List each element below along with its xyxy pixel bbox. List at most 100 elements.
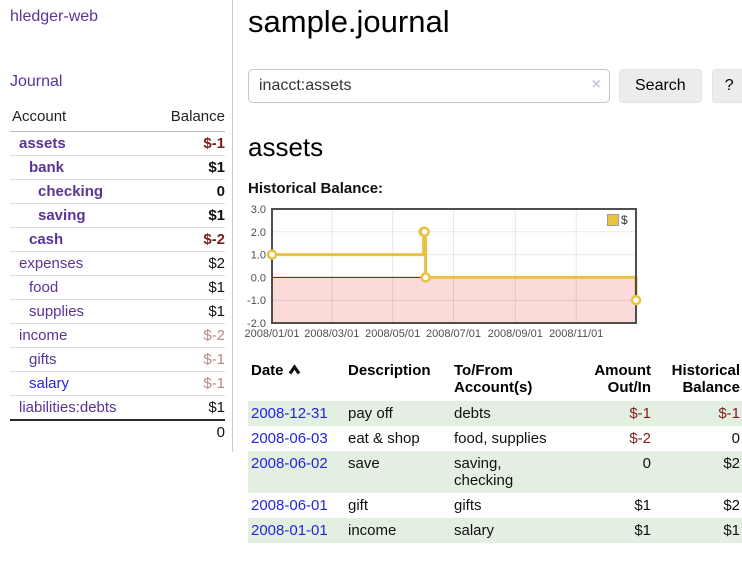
sidebar-nav: Journal bbox=[10, 73, 225, 91]
transactions-table: Date Description To/From Account(s) Amou… bbox=[248, 362, 742, 543]
chart-area: 3.0 2.0 1.0 0.0 -1.0 -2.0 2008/01/01 2008/03/01… bbox=[244, 204, 648, 342]
account-row: income $-2 bbox=[10, 323, 225, 348]
transaction-row: 2008-06-01 gift gifts $1 $2 bbox=[248, 493, 742, 518]
account-balance: $1 bbox=[150, 275, 225, 300]
transaction-balance: $2 bbox=[723, 455, 740, 472]
svg-text:2.0: 2.0 bbox=[251, 227, 266, 239]
svg-text:2008/01/01: 2008/01/01 bbox=[244, 328, 299, 340]
app-title-link[interactable]: hledger-web bbox=[10, 8, 99, 25]
transaction-amount: $-2 bbox=[629, 430, 651, 447]
help-button[interactable]: ? bbox=[711, 69, 742, 103]
account-row: gifts $-1 bbox=[10, 347, 225, 372]
account-link[interactable]: gifts bbox=[29, 351, 57, 368]
svg-text:2008/09/01: 2008/09/01 bbox=[488, 328, 543, 340]
account-link[interactable]: income bbox=[19, 327, 68, 344]
transaction-row: 2008-12-31 pay off debts $-1 $-1 bbox=[248, 401, 742, 426]
svg-text:-1.0: -1.0 bbox=[247, 295, 266, 307]
account-link[interactable]: saving bbox=[38, 207, 86, 224]
account-link[interactable]: salary bbox=[29, 375, 70, 392]
transaction-description: save bbox=[348, 455, 380, 472]
account-balance: $-2 bbox=[150, 323, 225, 348]
accounts-col-balance: Balance bbox=[150, 106, 225, 132]
account-row: bank $1 bbox=[10, 155, 225, 180]
data-point bbox=[419, 226, 430, 238]
transaction-amount: $1 bbox=[634, 497, 651, 514]
search-button[interactable]: Search bbox=[619, 69, 702, 103]
col-description: Description bbox=[348, 362, 431, 379]
account-row: assets $-1 bbox=[10, 131, 225, 156]
transaction-balance: $-1 bbox=[718, 405, 740, 422]
accounts-table: Account Balance assets $-1 bank $1 checking 0… bbox=[10, 106, 225, 444]
legend-swatch-icon bbox=[607, 214, 619, 226]
svg-text:2008/11/01: 2008/11/01 bbox=[549, 328, 603, 340]
accounts-col-account: Account bbox=[10, 106, 151, 132]
col-accounts: To/From Account(s) bbox=[454, 362, 533, 396]
accounts-total-spacer bbox=[10, 419, 151, 444]
account-row: cash $-2 bbox=[10, 227, 225, 252]
account-row: liabilities:debts $1 bbox=[10, 395, 225, 420]
clear-search-icon[interactable]: × bbox=[591, 76, 601, 93]
transaction-balance: $1 bbox=[723, 522, 740, 539]
transaction-balance: $2 bbox=[723, 497, 740, 514]
account-balance: $1 bbox=[150, 155, 225, 180]
account-row: salary $-1 bbox=[10, 371, 225, 396]
account-balance: $-1 bbox=[150, 131, 225, 156]
transaction-date-link[interactable]: 2008-12-31 bbox=[251, 405, 328, 422]
search-box: × bbox=[248, 69, 610, 103]
nav-journal-link[interactable]: Journal bbox=[10, 73, 63, 90]
svg-text:1.0: 1.0 bbox=[251, 250, 266, 262]
transaction-amount: $1 bbox=[634, 522, 651, 539]
account-link[interactable]: cash bbox=[29, 231, 64, 248]
search-input[interactable] bbox=[248, 69, 610, 103]
transaction-accounts: saving, checking bbox=[454, 455, 514, 489]
data-point bbox=[630, 294, 642, 306]
account-link[interactable]: supplies bbox=[29, 303, 85, 320]
svg-text:-2.0: -2.0 bbox=[247, 318, 266, 330]
plot-border bbox=[271, 208, 637, 324]
account-link[interactable]: expenses bbox=[19, 255, 84, 272]
sort-ascending-icon bbox=[288, 362, 301, 379]
transaction-description: gift bbox=[348, 497, 369, 514]
transaction-date-link[interactable]: 2008-06-01 bbox=[251, 497, 328, 514]
transaction-row: 2008-06-03 eat & shop food, supplies $-2 0 bbox=[248, 426, 742, 451]
search-bar: × Search ? bbox=[248, 69, 742, 103]
account-balance: $1 bbox=[150, 299, 225, 324]
transaction-row: 2008-06-02 save saving, checking 0 $2 bbox=[248, 451, 742, 493]
col-date-label: Date bbox=[251, 362, 284, 379]
svg-text:2008/05/01: 2008/05/01 bbox=[365, 328, 420, 340]
transaction-date-link[interactable]: 2008-01-01 bbox=[251, 522, 328, 539]
main-content: sample.journal × Search ? assets Histori… bbox=[233, 0, 742, 543]
transaction-description: income bbox=[348, 522, 397, 539]
col-balance: Historical Balance bbox=[671, 362, 740, 396]
data-point bbox=[266, 249, 278, 260]
account-row: supplies $1 bbox=[10, 299, 225, 324]
data-point bbox=[420, 272, 431, 283]
account-balance: $1 bbox=[150, 395, 225, 420]
transaction-accounts: gifts bbox=[454, 497, 482, 514]
transaction-accounts: debts bbox=[454, 405, 491, 422]
account-link[interactable]: checking bbox=[38, 183, 104, 200]
account-balance: $1 bbox=[150, 203, 225, 228]
legend-label: $ bbox=[621, 213, 628, 227]
transaction-balance: 0 bbox=[731, 430, 740, 447]
transaction-row: 2008-01-01 income salary $1 $1 bbox=[248, 518, 742, 543]
transaction-description: eat & shop bbox=[348, 430, 420, 447]
transaction-date-link[interactable]: 2008-06-02 bbox=[251, 455, 328, 472]
account-balance: $-2 bbox=[150, 227, 225, 252]
account-link[interactable]: bank bbox=[29, 159, 65, 176]
transaction-accounts: food, supplies bbox=[454, 430, 547, 447]
account-link[interactable]: assets bbox=[19, 135, 66, 152]
transactions-header-row: Date Description To/From Account(s) Amou… bbox=[248, 362, 742, 401]
account-balance: 0 bbox=[150, 179, 225, 204]
account-link[interactable]: food bbox=[29, 279, 59, 296]
accounts-total-row: 0 bbox=[10, 419, 225, 444]
transaction-accounts: salary bbox=[454, 522, 495, 539]
account-link[interactable]: liabilities:debts bbox=[19, 399, 117, 416]
accounts-table-body: assets $-1 bank $1 checking 0 saving $1 cash $-2 e… bbox=[10, 131, 225, 420]
svg-text:0.0: 0.0 bbox=[251, 272, 266, 284]
transaction-date-link[interactable]: 2008-06-03 bbox=[251, 430, 328, 447]
svg-text:2008/07/01: 2008/07/01 bbox=[426, 328, 481, 340]
account-row: checking 0 bbox=[10, 179, 225, 204]
account-balance: $-1 bbox=[150, 371, 225, 396]
